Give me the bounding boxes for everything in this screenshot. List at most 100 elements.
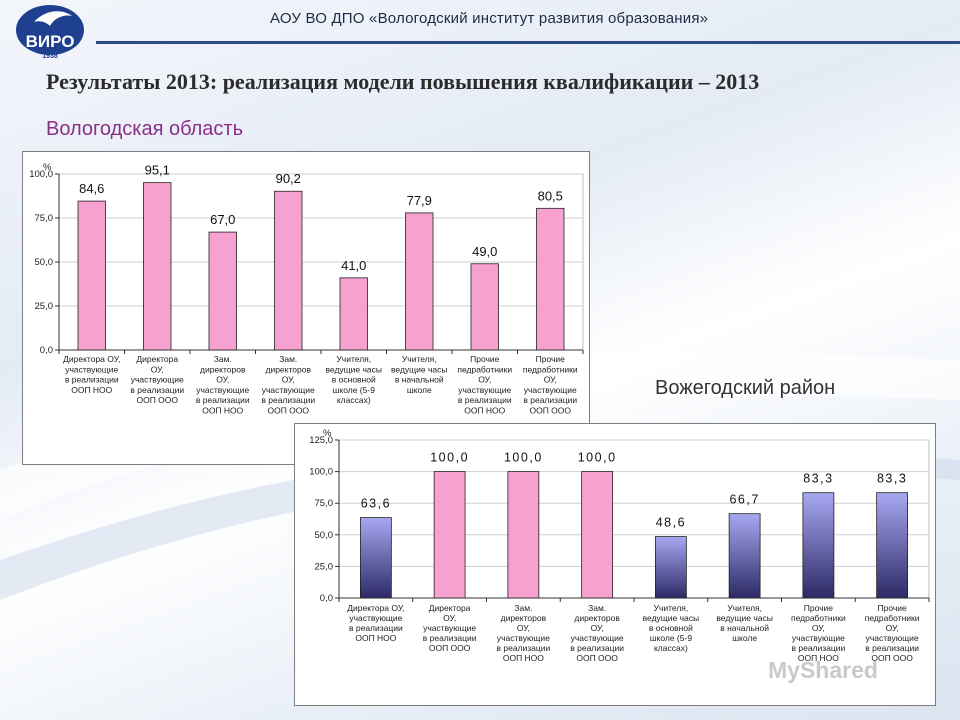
chart1-value-label: 95,1 [145, 163, 170, 178]
chart1-y-tick-label: 50,0 [35, 257, 54, 268]
chart1-bar [339, 277, 368, 351]
chart2-value-label: 83,3 [877, 472, 907, 486]
logo-text: ВИРО [26, 32, 75, 51]
chart2-category-label: ОУ, [517, 623, 530, 633]
chart2-value-label: 66,7 [729, 493, 759, 507]
chart1-category-label: ООП ООО [136, 395, 178, 405]
chart2-category-label: Директора [429, 603, 471, 613]
chart2-category-label: педработники [791, 613, 846, 623]
chart1-category-label: в реализации [65, 375, 119, 385]
chart2-category-label: ОУ, [591, 623, 604, 633]
chart2-y-tick-label: 75,0 [315, 498, 334, 509]
chart1-region-title: Вологодская область [46, 118, 244, 140]
chart2-category-label: Прочие [804, 603, 834, 613]
chart2-category-label: участвующие [792, 633, 845, 643]
chart2-category-label: участвующие [497, 633, 550, 643]
chart2-bar [581, 471, 614, 599]
chart1-category-label: участвующие [262, 385, 315, 395]
chart2-value-label: 100,0 [504, 451, 543, 465]
header-divider [96, 41, 960, 44]
chart1-category-label: Директора ОУ, [63, 354, 120, 364]
chart2-category-label: Прочие [877, 603, 907, 613]
chart2-category-label: участвующие [571, 633, 624, 643]
chart1-category-label: в начальной [395, 375, 444, 385]
chart2-category-label: ООП ООО [576, 653, 618, 663]
chart1-category-label: директоров [200, 364, 246, 374]
chart-vologda-region: 0,0 25,0 50,0 75,0 100,0% 84,6 Директора ОУ, уч… [22, 151, 590, 465]
chart1-y-tick-label: 0,0 [40, 345, 53, 356]
chart2-bar [654, 536, 687, 599]
chart2-category-label: Директора ОУ, [347, 603, 404, 613]
chart1-category-label: ООП НОО [71, 385, 112, 395]
chart1-category-label: педработники [457, 364, 512, 374]
chart1-category-label: Учителя, [402, 354, 437, 364]
chart1-category-label: в реализации [261, 395, 315, 405]
chart2-category-label: ООП НОО [798, 653, 839, 663]
chart1-category-label: Учителя, [336, 354, 371, 364]
chart2-svg: 0,0 25,0 50,0 75,0 100,0 125,0% 63,6 Директора … [309, 428, 930, 663]
chart1-bar [536, 207, 565, 351]
chart2-category-label: участвующие [866, 633, 919, 643]
chart2-value-label: 100,0 [578, 451, 617, 465]
chart1-category-label: в реализации [130, 385, 184, 395]
chart2-category-label: педработники [865, 613, 920, 623]
chart2-category-label: ведущие часы [643, 613, 700, 623]
chart2-category-label: директоров [501, 613, 547, 623]
chart1-category-label: директоров [266, 364, 312, 374]
chart2-category-label: Учителя, [727, 603, 762, 613]
chart2-value-label: 48,6 [656, 516, 686, 530]
chart1-category-label: школе [407, 385, 432, 395]
chart1-category-label: классах) [337, 395, 371, 405]
chart1-category-label: Зам. [214, 354, 232, 364]
chart2-category-label: Зам. [514, 603, 532, 613]
chart2-category-label: ООП НОО [503, 653, 544, 663]
chart2-category-label: директоров [574, 613, 620, 623]
logo-year: 1938 [42, 53, 58, 60]
chart1-bar [405, 212, 434, 351]
chart1-category-label: ООП НОО [202, 406, 243, 416]
chart2-category-label: в реализации [865, 643, 919, 653]
chart2-category-label: ОУ, [812, 623, 825, 633]
chart1-category-label: ОУ, [478, 375, 491, 385]
chart1-category-label: участвующие [196, 385, 249, 395]
chart1-category-label: ОУ, [544, 375, 557, 385]
chart1-y-tick-label: 75,0 [35, 213, 54, 224]
chart2-bar [728, 513, 761, 599]
chart1-category-label: участвующие [524, 385, 577, 395]
chart2-category-label: Учителя, [654, 603, 689, 613]
chart1-y-tick-label: 25,0 [35, 301, 54, 312]
chart1-bar [274, 190, 303, 351]
chart1-category-label: в основной [332, 375, 376, 385]
chart2-category-label: участвующие [349, 613, 402, 623]
chart1-bar [470, 263, 499, 351]
chart2-category-label: классах) [654, 643, 688, 653]
chart2-category-label: Зам. [588, 603, 606, 613]
chart1-category-label: ОУ, [216, 375, 229, 385]
chart1-category-label: Прочие [470, 354, 500, 364]
chart2-value-label: 63,6 [361, 497, 391, 511]
chart1-category-label: участвующие [65, 364, 118, 374]
chart1-category-label: в реализации [196, 395, 250, 405]
chart2-category-label: в реализации [349, 623, 403, 633]
chart1-bar [208, 231, 237, 351]
chart1-category-label: ООП ООО [529, 406, 571, 416]
chart2-category-label: ООП ООО [871, 653, 913, 663]
chart1-bar [143, 182, 172, 351]
chart2-value-label: 83,3 [803, 472, 833, 486]
chart1-category-label: ведущие часы [391, 364, 448, 374]
chart2-category-label: в реализации [423, 633, 477, 643]
chart1-category-label: педработники [523, 364, 578, 374]
chart1-category-label: в реализации [458, 395, 512, 405]
chart-vozhegodsky-district: 0,0 25,0 50,0 75,0 100,0 125,0% 63,6 Директора … [294, 423, 936, 706]
chart2-category-label: школе (5-9 [650, 633, 693, 643]
chart2-category-label: ООП НОО [355, 633, 396, 643]
chart1-value-label: 80,5 [538, 188, 563, 203]
chart2-value-label: 100,0 [430, 451, 469, 465]
chart2-category-label: в реализации [791, 643, 845, 653]
chart2-y-tick-label: 100,0 [309, 467, 333, 478]
chart1-category-label: Зам. [279, 354, 297, 364]
chart2-y-tick-label: 125,0 [309, 435, 333, 446]
chart1-category-label: ООП НОО [464, 406, 505, 416]
chart2-bar [802, 492, 835, 599]
chart1-category-label: Директора [136, 354, 178, 364]
